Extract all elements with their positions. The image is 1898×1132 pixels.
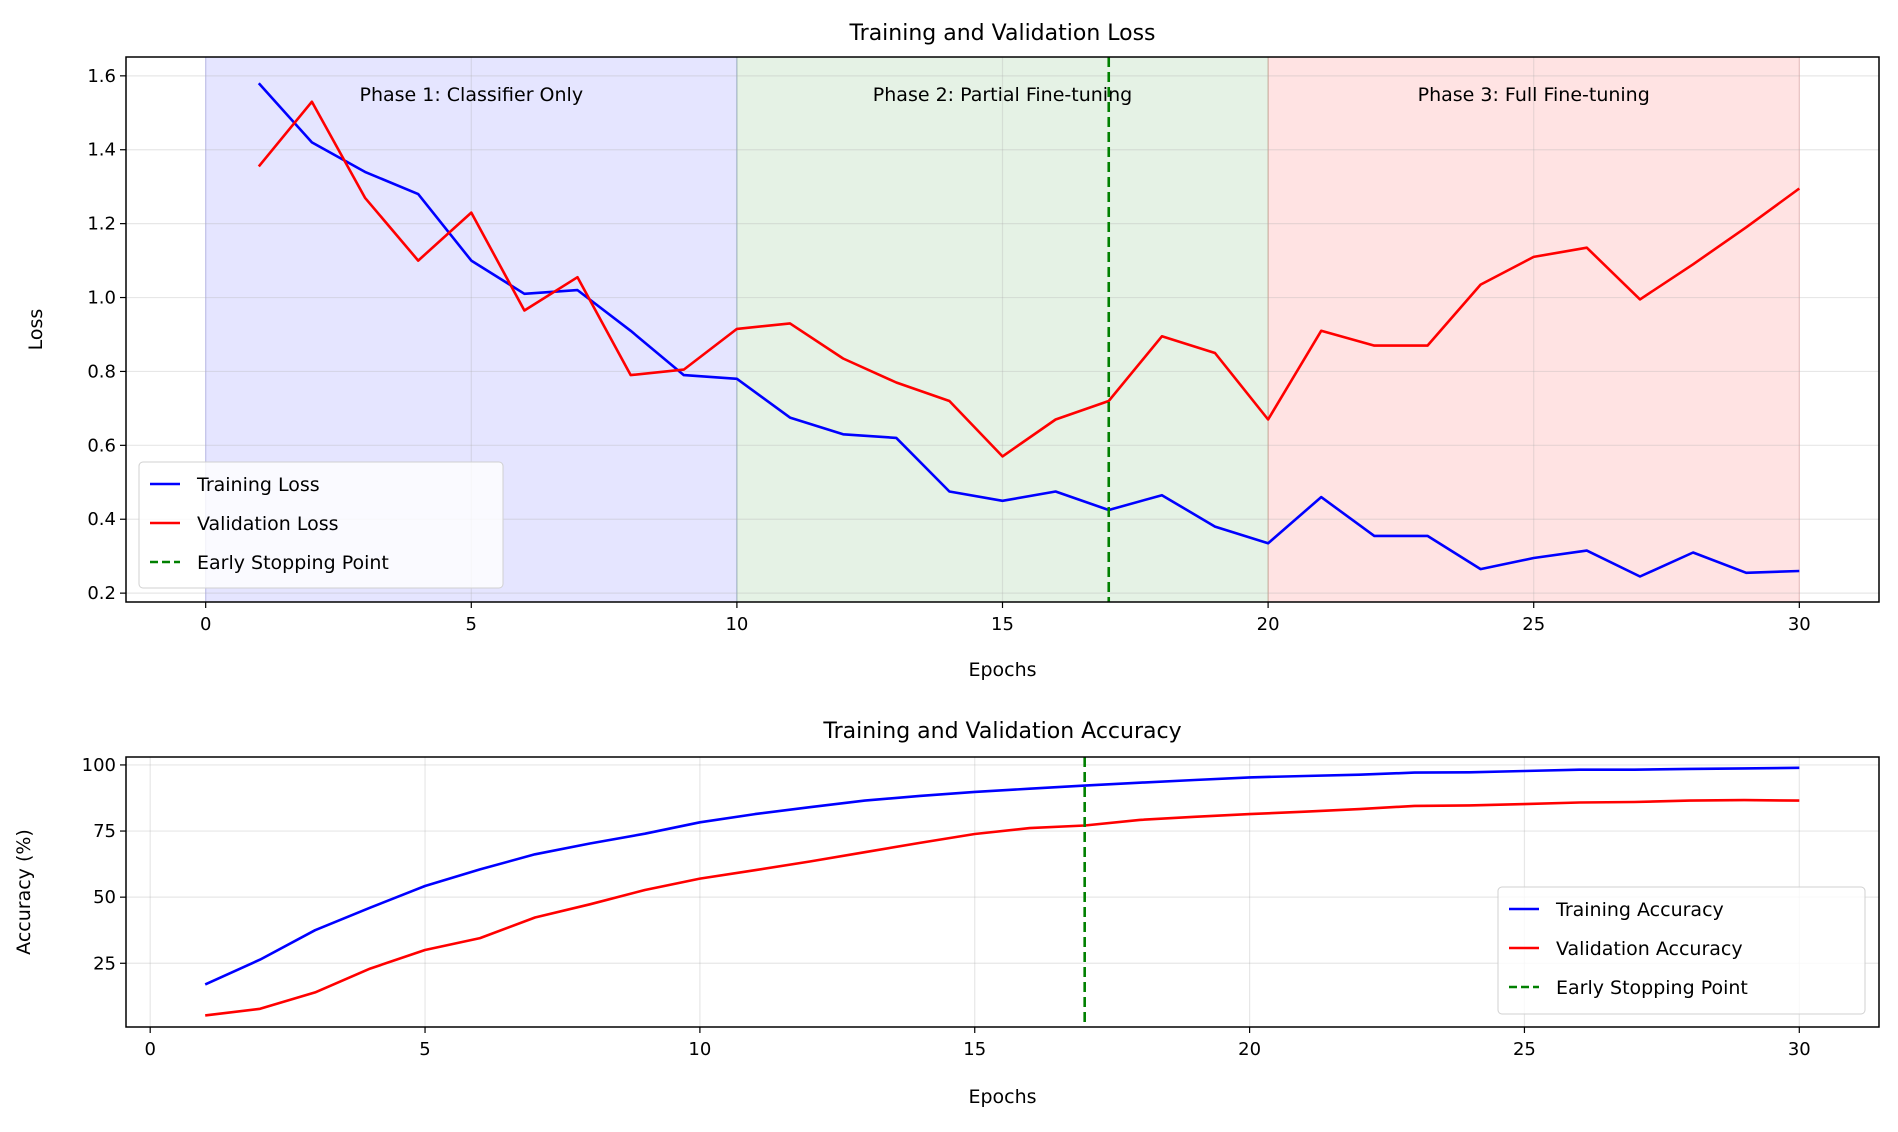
x-tick-label: 20	[1257, 614, 1280, 635]
axes-frame	[125, 756, 1880, 1028]
y-tick-label: 0.8	[87, 361, 116, 382]
series-line-training-accuracy	[204, 766, 1800, 986]
chart-title: Training and Validation Loss	[848, 21, 1155, 46]
series-line-training-loss	[257, 82, 1800, 578]
legend-box	[138, 461, 504, 589]
x-tick-label: 15	[991, 614, 1014, 635]
x-axis-label: Epochs	[968, 1086, 1036, 1108]
y-tick-label: 1.6	[87, 66, 116, 87]
y-tick-label: 1.2	[87, 214, 116, 235]
legend-label: Training Accuracy	[1555, 899, 1724, 921]
y-tick-label: 100	[82, 755, 116, 776]
y-tick-label: 0.4	[87, 509, 116, 530]
x-tick-label: 10	[725, 614, 748, 635]
legend: Training Accuracy Validation Accuracy Earl…	[1497, 886, 1866, 1015]
legend-label: Early Stopping Point	[1556, 977, 1748, 999]
x-tick-label: 15	[963, 1039, 986, 1060]
x-axis-label: Epochs	[968, 659, 1036, 681]
phase-label: Phase 3: Full Fine-tuning	[1418, 84, 1650, 106]
x-tick-label: 25	[1522, 614, 1545, 635]
legend-box	[1497, 886, 1866, 1015]
y-tick-label: 1.4	[87, 140, 116, 161]
x-tick-label: 0	[200, 614, 211, 635]
x-tick-label: 25	[1513, 1039, 1536, 1060]
y-axis-label: Accuracy (%)	[13, 829, 35, 955]
y-tick-label: 0.2	[87, 583, 116, 604]
legend: Training Loss Validation Loss Early Stoppi…	[138, 461, 504, 589]
x-tick-label: 5	[419, 1039, 430, 1060]
y-tick-label: 25	[93, 953, 116, 974]
y-tick-label: 0.6	[87, 435, 116, 456]
phase-region	[1268, 57, 1800, 602]
y-axis-label: Loss	[25, 309, 47, 351]
y-tick-label: 50	[93, 887, 116, 908]
phase-label: Phase 1: Classifier Only	[359, 84, 583, 106]
x-tick-label: 30	[1788, 614, 1811, 635]
x-tick-label: 5	[466, 614, 477, 635]
x-tick-label: 0	[144, 1039, 155, 1060]
series-line-validation-loss	[257, 100, 1801, 458]
x-tick-label: 10	[688, 1039, 711, 1060]
legend-label: Early Stopping Point	[197, 552, 389, 574]
legend-label: Training Loss	[196, 474, 320, 496]
x-tick-label: 20	[1238, 1039, 1261, 1060]
chart-title: Training and Validation Accuracy	[822, 719, 1181, 744]
chart-accuracy: 0 5 10 15 20 25 30 25 50 75 100 Training and Valida…	[13, 719, 1880, 1108]
y-tick-label: 1.0	[87, 288, 116, 309]
y-tick-label: 75	[93, 821, 116, 842]
legend-label: Validation Loss	[197, 513, 339, 535]
legend-label: Validation Accuracy	[1556, 938, 1743, 960]
phase-label: Phase 2: Partial Fine-tuning	[873, 84, 1132, 106]
x-tick-label: 30	[1788, 1039, 1811, 1060]
chart-loss: Phase 1: Classifier Only Phase 2: Partial…	[25, 21, 1880, 681]
phase-region	[736, 57, 1269, 602]
series-line-validation-accuracy	[205, 798, 1800, 1017]
